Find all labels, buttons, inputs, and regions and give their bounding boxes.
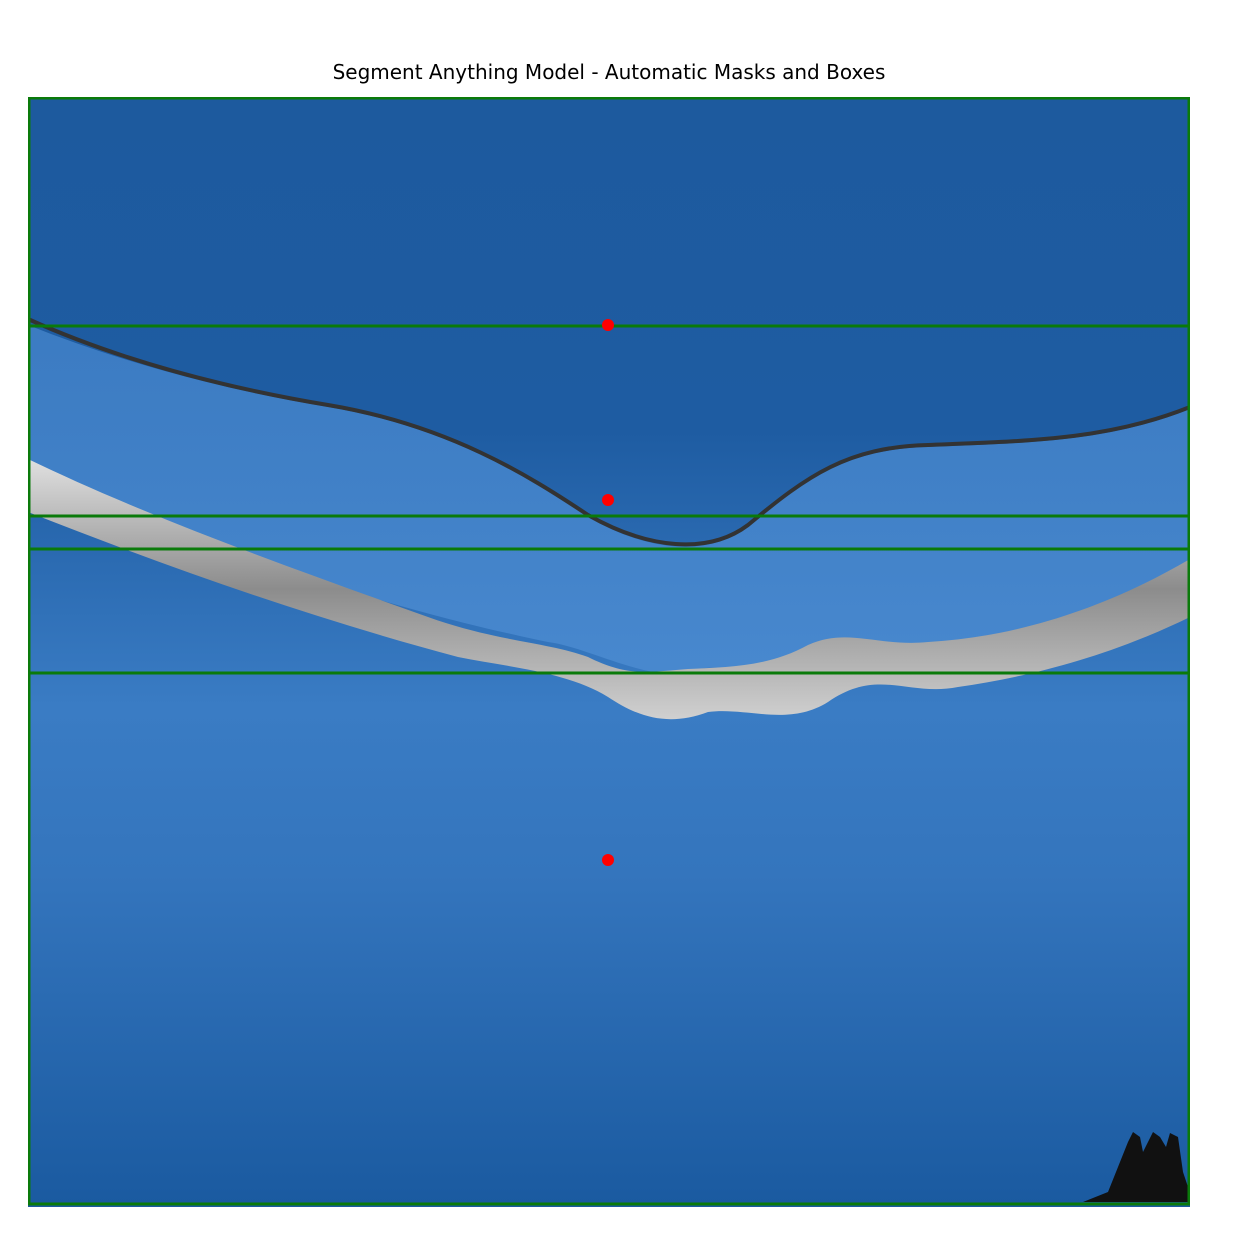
retina-mask bbox=[28, 325, 1190, 675]
artifact-blob bbox=[1083, 1132, 1188, 1202]
prompt-point-2 bbox=[602, 494, 614, 506]
figure-title: Segment Anything Model - Automatic Masks… bbox=[332, 60, 886, 84]
prompt-point-3 bbox=[602, 854, 614, 866]
rpe-layer bbox=[28, 459, 1190, 720]
prompt-point-1 bbox=[602, 319, 614, 331]
segmentation-figure bbox=[28, 97, 1190, 1207]
box-full-image bbox=[28, 97, 1190, 1206]
oct-image bbox=[28, 97, 1190, 1207]
ilm-boundary bbox=[28, 317, 1190, 547]
